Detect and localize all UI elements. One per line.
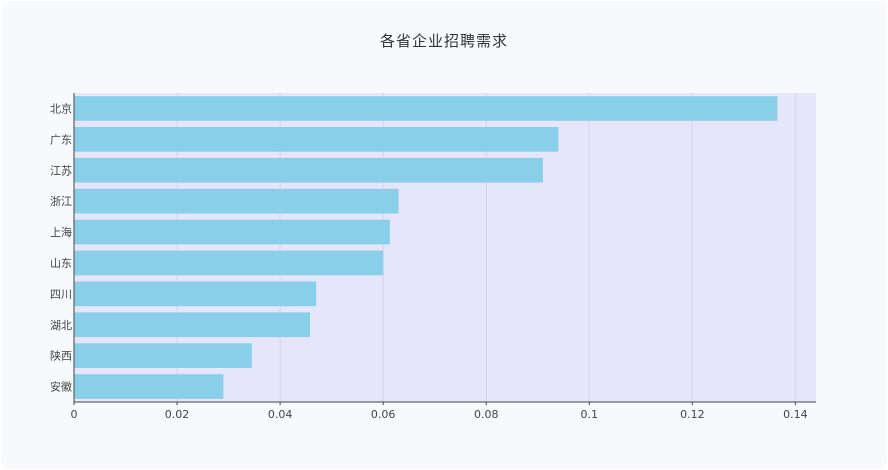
x-tick-label: 0.14 xyxy=(783,408,808,421)
x-tick-label: 0.04 xyxy=(268,408,293,421)
bar-1[interactable] xyxy=(74,96,778,121)
chart-title: 各省企业招聘需求 xyxy=(379,32,508,50)
y-tick-label: 广东 xyxy=(50,133,72,146)
bar-3[interactable] xyxy=(74,157,543,183)
bar-7[interactable] xyxy=(74,281,317,307)
bar-5[interactable] xyxy=(74,219,390,245)
bar-4[interactable] xyxy=(74,188,399,214)
x-tick-label: 0.02 xyxy=(165,408,190,421)
y-tick-label: 四川 xyxy=(50,288,72,301)
x-tick-label: 0.1 xyxy=(581,408,599,421)
y-tick-label: 山东 xyxy=(50,257,72,270)
y-tick-label: 北京 xyxy=(50,101,72,115)
x-tick-label: 0.08 xyxy=(474,408,499,421)
bar-8[interactable] xyxy=(74,312,310,338)
bar-2[interactable] xyxy=(74,126,559,152)
y-tick-label: 浙江 xyxy=(50,195,72,208)
y-tick-label: 陕西 xyxy=(50,349,72,363)
y-tick-label: 上海 xyxy=(50,225,72,239)
x-tick-label: 0.06 xyxy=(371,408,396,421)
y-tick-label: 安徽 xyxy=(50,380,72,394)
bar-10[interactable] xyxy=(74,374,224,399)
bar-6[interactable] xyxy=(74,250,384,276)
x-tick-label: 0 xyxy=(71,408,78,421)
x-tick-label: 0.12 xyxy=(680,408,705,421)
y-tick-label: 江苏 xyxy=(50,164,72,177)
y-tick-label: 湖北 xyxy=(50,319,72,332)
bar-9[interactable] xyxy=(74,343,252,369)
